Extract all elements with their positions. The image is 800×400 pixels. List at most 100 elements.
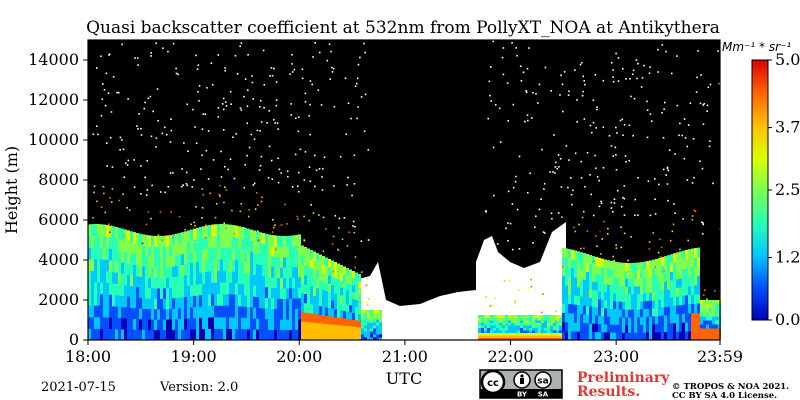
noise-dot xyxy=(96,200,98,203)
profile-cell xyxy=(322,256,325,265)
noise-dot xyxy=(492,194,495,197)
profile-cell xyxy=(109,248,112,261)
noise-dot xyxy=(550,90,553,92)
profile-cell xyxy=(112,283,115,295)
noise-dot xyxy=(275,81,278,83)
profile-cell xyxy=(313,295,316,306)
profile-cell xyxy=(289,298,292,310)
profile-cell xyxy=(583,270,586,280)
profile-cell xyxy=(520,315,523,318)
profile-cell xyxy=(187,285,190,297)
profile-cell xyxy=(355,319,358,327)
noise-dot xyxy=(217,116,220,118)
profile-cell xyxy=(169,297,172,309)
profile-cell xyxy=(571,267,574,278)
noise-dot xyxy=(334,215,337,217)
profile-cell xyxy=(370,310,373,314)
profile-cell xyxy=(646,324,649,333)
profile-cell xyxy=(247,239,250,252)
profile-cell xyxy=(541,330,544,333)
profile-cell xyxy=(352,319,355,327)
profile-cell xyxy=(685,303,688,314)
noise-dot xyxy=(551,217,553,220)
profile-cell xyxy=(103,270,106,283)
noise-dot xyxy=(244,78,247,80)
noise-dot xyxy=(219,231,221,234)
profile-cell xyxy=(376,325,379,329)
profile-cell xyxy=(253,230,256,242)
profile-column xyxy=(310,250,313,341)
profile-column xyxy=(499,315,502,341)
profile-cell xyxy=(235,317,238,330)
colorbar-unit: Mm⁻¹ * sr⁻¹ xyxy=(722,40,791,54)
profile-cell xyxy=(229,270,232,283)
profile-cell xyxy=(280,287,283,299)
noise-dot xyxy=(492,40,495,43)
profile-cell xyxy=(553,327,556,331)
y-tick-label: 12000 xyxy=(28,90,79,109)
profile-cell xyxy=(133,329,136,341)
profile-cell xyxy=(661,331,664,341)
profile-cell xyxy=(97,293,100,306)
profile-cell xyxy=(607,268,610,277)
noise-dot xyxy=(492,146,495,149)
profile-cell xyxy=(331,316,334,325)
profile-column xyxy=(637,262,640,341)
profile-cell xyxy=(262,318,265,330)
profile-cell xyxy=(157,319,160,331)
profile-cell xyxy=(517,337,520,341)
profile-cell xyxy=(94,247,97,260)
profile-cell xyxy=(244,283,247,296)
profile-cell xyxy=(226,282,229,295)
noise-dot xyxy=(308,219,310,222)
noise-dot xyxy=(674,153,676,155)
noise-dot xyxy=(540,331,543,334)
profile-cell xyxy=(313,304,316,314)
profile-cell xyxy=(154,319,157,331)
profile-cell xyxy=(502,322,505,326)
profile-cell xyxy=(709,320,712,325)
profile-cell xyxy=(703,312,706,317)
profile-cell xyxy=(208,236,211,249)
profile-cell xyxy=(364,331,367,335)
profile-cell xyxy=(151,308,154,320)
noise-dot xyxy=(313,154,316,157)
profile-cell xyxy=(151,256,154,268)
noise-dot xyxy=(674,212,676,215)
profile-cell xyxy=(145,255,148,267)
profile-cell xyxy=(124,295,127,308)
profile-cell xyxy=(127,307,130,319)
profile-cell xyxy=(310,304,313,314)
profile-cell xyxy=(178,275,181,288)
profile-cell xyxy=(649,324,652,333)
profile-cell xyxy=(535,325,538,328)
profile-column xyxy=(514,315,517,341)
profile-cell xyxy=(232,317,235,330)
noise-dot xyxy=(623,123,626,126)
profile-column xyxy=(322,256,325,341)
noise-dot xyxy=(262,49,265,52)
profile-cell xyxy=(316,279,319,289)
profile-cell xyxy=(109,305,112,318)
profile-cell xyxy=(517,320,520,323)
y-tick-label: 4000 xyxy=(38,250,79,269)
profile-cell xyxy=(535,330,538,333)
profile-cell xyxy=(370,313,373,317)
noise-dot xyxy=(195,206,197,208)
profile-column xyxy=(379,310,382,341)
profile-column xyxy=(553,315,556,341)
profile-column xyxy=(595,256,598,341)
profile-cell xyxy=(121,250,124,263)
profile-cell xyxy=(508,330,511,333)
profile-column xyxy=(127,230,130,341)
noise-dot xyxy=(561,216,563,218)
profile-cell xyxy=(262,297,265,309)
noise-dot xyxy=(590,193,592,196)
profile-cell xyxy=(703,336,706,341)
noise-dot xyxy=(147,211,150,213)
profile-cell xyxy=(139,308,142,320)
noise-dot xyxy=(526,191,529,194)
profile-cell xyxy=(484,320,487,323)
profile-cell xyxy=(343,295,346,304)
profile-cell xyxy=(649,332,652,341)
